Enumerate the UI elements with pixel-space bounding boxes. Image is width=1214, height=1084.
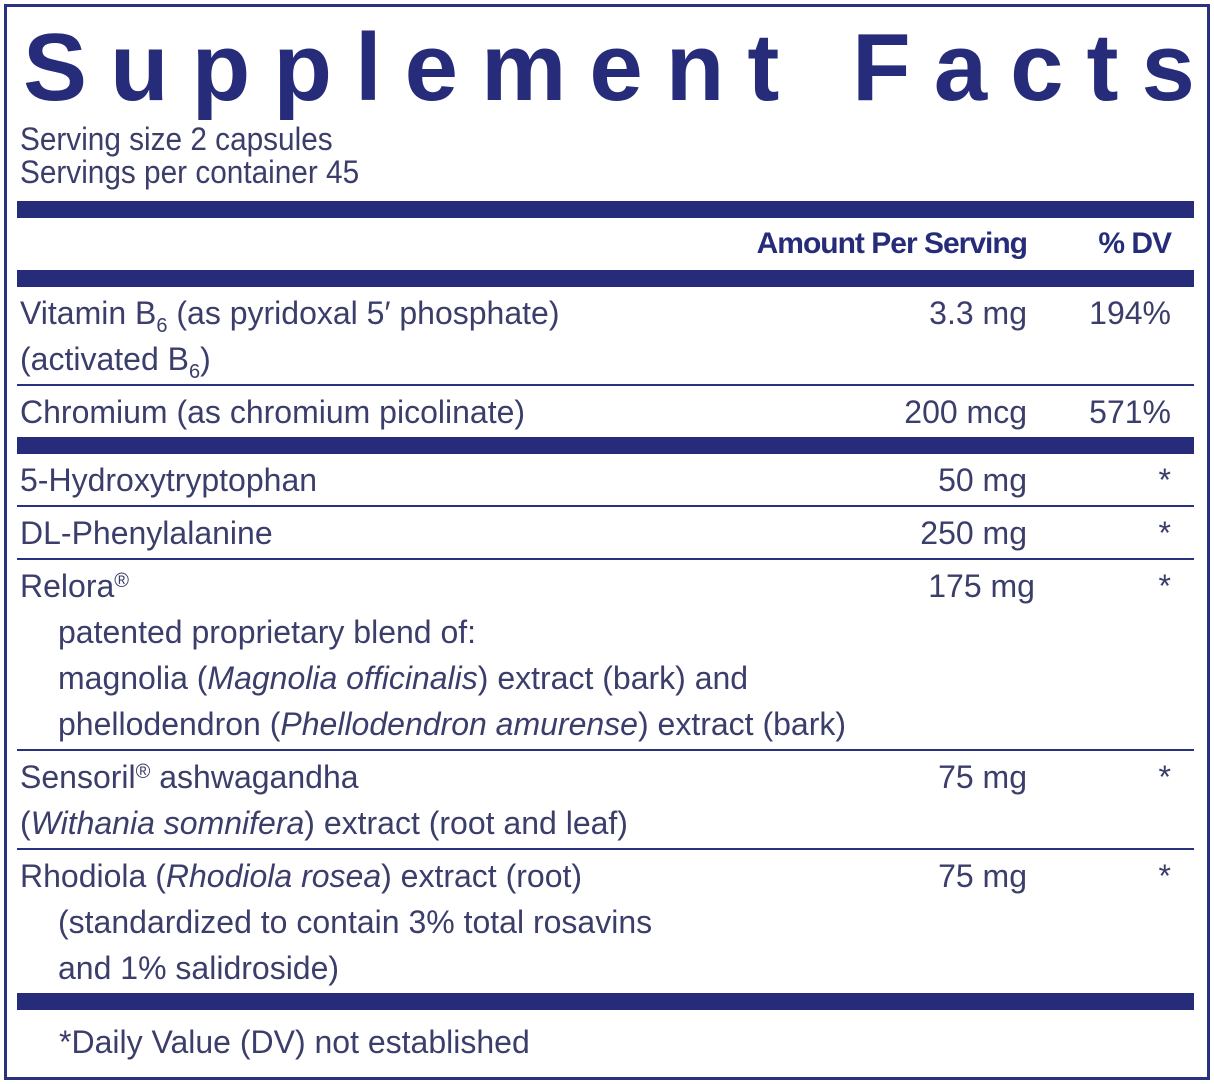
name-line: Vitamin B6 (as pyridoxal 5′ phosphate) [20, 290, 827, 336]
name-line: Chromium (as chromium picolinate) [20, 389, 827, 435]
row-divider [17, 558, 1194, 560]
divider-bar [17, 437, 1194, 454]
name-line: DL-Phenylalanine [20, 510, 827, 556]
nutrient-row: 5-Hydroxytryptophan 50 mg * [7, 454, 1207, 505]
name-line: 5-Hydroxytryptophan [20, 457, 827, 503]
row-divider [17, 505, 1194, 507]
amount-header: Amount Per Serving [756, 227, 1028, 260]
row-divider [17, 749, 1194, 751]
name-text: ® [135, 761, 151, 783]
name-text: patented proprietary blend of: [58, 614, 477, 650]
name-text: Withania somnifera [30, 805, 305, 841]
name-text: Magnolia officinalis [207, 660, 478, 696]
name-text: Relora [20, 568, 115, 604]
name-text: ) extract (bark) [637, 706, 846, 742]
title: Supplement Facts [23, 14, 1210, 121]
name-text: (standardized to contain 3% total rosavi… [58, 904, 653, 940]
name-text: Phellodendron amurense [280, 706, 638, 742]
name-line: Sensoril® ashwagandha [20, 754, 827, 800]
name-line: magnolia (Magnolia officinalis) extract … [20, 655, 846, 701]
daily-value: * [1158, 462, 1171, 498]
amount: 250 mg [920, 515, 1027, 551]
name-text: (as pyridoxal 5′ phosphate) [167, 295, 560, 331]
nutrient-row: Rhodiola (Rhodiola rosea) extract (root)… [7, 850, 1207, 993]
name-text: phellodendron ( [58, 706, 281, 742]
name-line: and 1% salidroside) [20, 945, 827, 991]
daily-value: * [1158, 515, 1171, 551]
daily-value: * [1158, 759, 1171, 795]
name-text: Rhodiola ( [20, 858, 166, 894]
amount: 75 mg [938, 858, 1027, 894]
daily-value: * [1158, 568, 1171, 604]
amount: 75 mg [938, 759, 1027, 795]
nutrient-name: DL-Phenylalanine [7, 510, 827, 556]
name-line: patented proprietary blend of: [20, 609, 846, 655]
nutrient-name: Chromium (as chromium picolinate) [7, 389, 827, 435]
name-line: (standardized to contain 3% total rosavi… [20, 899, 827, 945]
name-text: ashwagandha [150, 759, 359, 795]
name-text: ) extract (root) [381, 858, 583, 894]
name-line: phellodendron (Phellodendron amurense) e… [20, 701, 846, 747]
divider-bar [17, 270, 1194, 287]
servings-per-container: Servings per container 45 [20, 154, 360, 190]
nutrient-table: Vitamin B6 (as pyridoxal 5′ phosphate) (a… [7, 287, 1207, 993]
nutrient-name: Rhodiola (Rhodiola rosea) extract (root)… [7, 853, 827, 991]
column-header: Amount Per Serving % DV [7, 218, 1207, 270]
name-text: Chromium (as chromium picolinate) [20, 394, 526, 430]
name-text: ) extract (bark) and [477, 660, 749, 696]
supplement-facts-label: Supplement Facts Serving size 2 capsules… [4, 4, 1210, 1080]
nutrient-name: Vitamin B6 (as pyridoxal 5′ phosphate) (a… [7, 290, 827, 382]
daily-value: 571% [1089, 394, 1171, 430]
amount: 200 mcg [904, 394, 1027, 430]
amount: 175 mg [928, 568, 1035, 604]
nutrient-name: Sensoril® ashwagandha (Withania somnifera… [7, 754, 827, 846]
row-divider [17, 848, 1194, 850]
amount: 3.3 mg [929, 295, 1027, 331]
name-text: ( [20, 805, 31, 841]
amount: 50 mg [938, 462, 1027, 498]
name-text: Sensoril [20, 759, 136, 795]
nutrient-name: Relora® patented proprietary blend of: mag… [7, 563, 846, 747]
name-text: 6 [188, 361, 201, 383]
name-text: (activated B [20, 341, 189, 377]
divider-bar [17, 201, 1194, 218]
name-text: DL-Phenylalanine [20, 515, 273, 551]
dv-header: % DV [1098, 227, 1172, 260]
nutrient-row: DL-Phenylalanine 250 mg * [7, 507, 1207, 558]
name-text: magnolia ( [58, 660, 208, 696]
footnote: *Daily Value (DV) not established [59, 1024, 530, 1060]
name-line: Rhodiola (Rhodiola rosea) extract (root) [20, 853, 827, 899]
name-line: (activated B6) [20, 336, 827, 382]
name-line: Relora® [20, 563, 846, 609]
name-text: ) extract (root and leaf) [304, 805, 628, 841]
name-text: and 1% salidroside) [58, 950, 340, 986]
nutrient-row: Chromium (as chromium picolinate) 200 mcg… [7, 386, 1207, 437]
name-text: Rhodiola rosea [165, 858, 382, 894]
daily-value: 194% [1089, 295, 1171, 331]
name-text: Vitamin B [20, 295, 157, 331]
name-text: ) [200, 341, 211, 377]
nutrient-name: 5-Hydroxytryptophan [7, 457, 827, 503]
nutrient-row: Sensoril® ashwagandha (Withania somnifera… [7, 751, 1207, 848]
name-text: 5-Hydroxytryptophan [20, 462, 318, 498]
nutrient-row: Relora® patented proprietary blend of: mag… [7, 560, 1207, 749]
row-divider [17, 384, 1194, 386]
divider-bar [17, 993, 1194, 1010]
nutrient-row: Vitamin B6 (as pyridoxal 5′ phosphate) (a… [7, 287, 1207, 384]
daily-value: * [1158, 858, 1171, 894]
name-line: (Withania somnifera) extract (root and l… [20, 800, 827, 846]
name-text: ® [114, 570, 130, 592]
name-text: 6 [156, 315, 168, 337]
serving-size: Serving size 2 capsules [20, 121, 333, 157]
